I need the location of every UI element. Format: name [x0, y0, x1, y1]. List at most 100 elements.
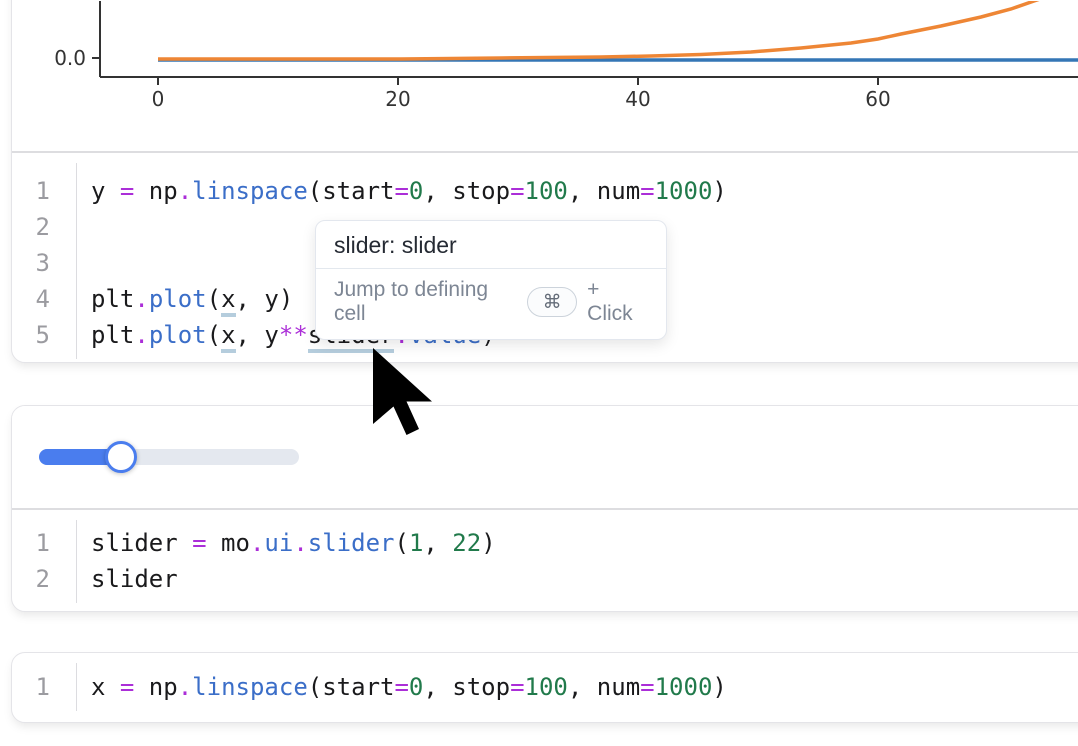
code-token: np: [134, 673, 178, 701]
code-token: 100: [524, 177, 568, 205]
tooltip-action-label[interactable]: Jump to defining cell: [334, 278, 489, 325]
cross-cell-variable-reference[interactable]: x: [221, 321, 236, 353]
slider-widget[interactable]: [39, 441, 299, 473]
variable-hover-tooltip: slider: slider Jump to defining cell ⌘ +…: [315, 220, 667, 340]
code-token: .: [293, 529, 308, 557]
tooltip-variable-name: slider: slider: [334, 232, 457, 258]
x-tick-label: 60: [865, 87, 890, 111]
code-token: , y: [235, 321, 279, 349]
code-token: start: [322, 177, 395, 205]
x-tick-label: 0: [152, 87, 165, 111]
code-token: slider: [91, 565, 178, 593]
line-number: 3: [35, 249, 50, 277]
code-token: =: [510, 177, 525, 205]
code-token: .: [134, 285, 149, 313]
code-token: (: [206, 321, 222, 349]
code-token: (: [307, 673, 323, 701]
tooltip-click-hint: + Click: [587, 278, 633, 325]
code-token: mo: [206, 529, 250, 557]
code-token: .: [249, 529, 265, 557]
line-number: 2: [35, 213, 50, 241]
x-tick-label: 20: [385, 87, 410, 111]
code-token: (: [394, 529, 409, 557]
code-token: slider: [91, 529, 193, 557]
code-token: 22: [452, 529, 482, 557]
code-token: ,: [423, 529, 453, 557]
code-token: 0: [408, 673, 424, 701]
code-token: .: [177, 673, 193, 701]
cell-slider: 1 slider = mo.ui.slider(1, 22) 2 slider: [11, 405, 1078, 612]
code-line: 3: [12, 245, 1078, 281]
tooltip-action-row: Jump to defining cell ⌘ + Click: [316, 269, 666, 339]
code-token: ): [712, 673, 727, 701]
code-line: 1 slider = mo.ui.slider(1, 22): [12, 525, 1078, 561]
code-token: , y): [235, 285, 294, 313]
code-token: 1: [408, 529, 424, 557]
line-number: 1: [35, 177, 50, 205]
line-number: 2: [35, 565, 50, 593]
line-number: 1: [35, 529, 50, 557]
line-number: 5: [35, 321, 50, 349]
code-token: .: [177, 177, 193, 205]
code-token: **: [278, 321, 308, 349]
code-token: ): [481, 529, 496, 557]
matplotlib-plot: 0.0 0 20 40 60: [54, 1, 1078, 111]
code-editor-slider-cell[interactable]: 1 slider = mo.ui.slider(1, 22) 2 slider: [12, 508, 1078, 611]
code-line: 2: [12, 209, 1078, 245]
code-token: plt: [91, 285, 135, 313]
code-token: x: [91, 673, 120, 701]
code-token: =: [510, 673, 525, 701]
cross-cell-variable-reference[interactable]: x: [221, 285, 236, 317]
code-token: =: [119, 177, 135, 205]
code-token: (: [206, 285, 222, 313]
mouse-cursor-icon: [373, 348, 432, 435]
code-token: linspace: [192, 673, 308, 701]
code-token: , num: [567, 673, 641, 701]
code-token: =: [640, 673, 655, 701]
code-line: 4 plt.plot(x, y): [12, 281, 1078, 317]
code-token: np: [134, 177, 178, 205]
code-text[interactable]: slider = mo.ui.slider(1, 22): [76, 529, 496, 557]
code-line: 2 slider: [12, 561, 1078, 597]
code-text[interactable]: slider: [76, 565, 178, 593]
code-token: slider: [307, 529, 395, 557]
code-token: .: [134, 321, 149, 349]
x-tick-label: 40: [625, 87, 650, 111]
code-token: y: [91, 177, 120, 205]
plot-output-area: 0.0 0 20 40 60: [12, 0, 1078, 151]
code-line: 1 y = np.linspace(start=0, stop=100, num=…: [12, 173, 1078, 209]
slider-output-area: [12, 406, 1078, 508]
code-token: =: [394, 177, 409, 205]
code-token: 1000: [654, 177, 713, 205]
code-token: 100: [524, 673, 568, 701]
code-token: , num: [567, 177, 641, 205]
code-token: ): [712, 177, 727, 205]
line-number: 4: [35, 285, 50, 313]
code-token: , stop: [423, 673, 511, 701]
code-text[interactable]: x = np.linspace(start=0, stop=100, num=1…: [76, 673, 727, 701]
slider-handle[interactable]: [105, 441, 137, 473]
code-token: =: [119, 673, 135, 701]
tooltip-divider: [316, 268, 666, 269]
code-token: ui: [264, 529, 294, 557]
code-token: =: [640, 177, 655, 205]
y-tick-label: 0.0: [54, 46, 86, 70]
code-token: =: [192, 529, 207, 557]
code-token: plt: [91, 321, 135, 349]
code-text[interactable]: y = np.linspace(start=0, stop=100, num=1…: [76, 177, 727, 205]
orange-line: [158, 1, 1040, 61]
code-token: 1000: [654, 673, 713, 701]
code-token: , stop: [423, 177, 511, 205]
code-text[interactable]: plt.plot(x, y): [76, 285, 294, 317]
line-number: 1: [35, 673, 50, 701]
code-token: (: [307, 177, 323, 205]
code-token: linspace: [192, 177, 308, 205]
code-token: =: [394, 673, 409, 701]
code-token: plot: [148, 321, 207, 349]
command-key-badge: ⌘: [527, 287, 578, 317]
command-key-icon: ⌘: [542, 291, 562, 313]
